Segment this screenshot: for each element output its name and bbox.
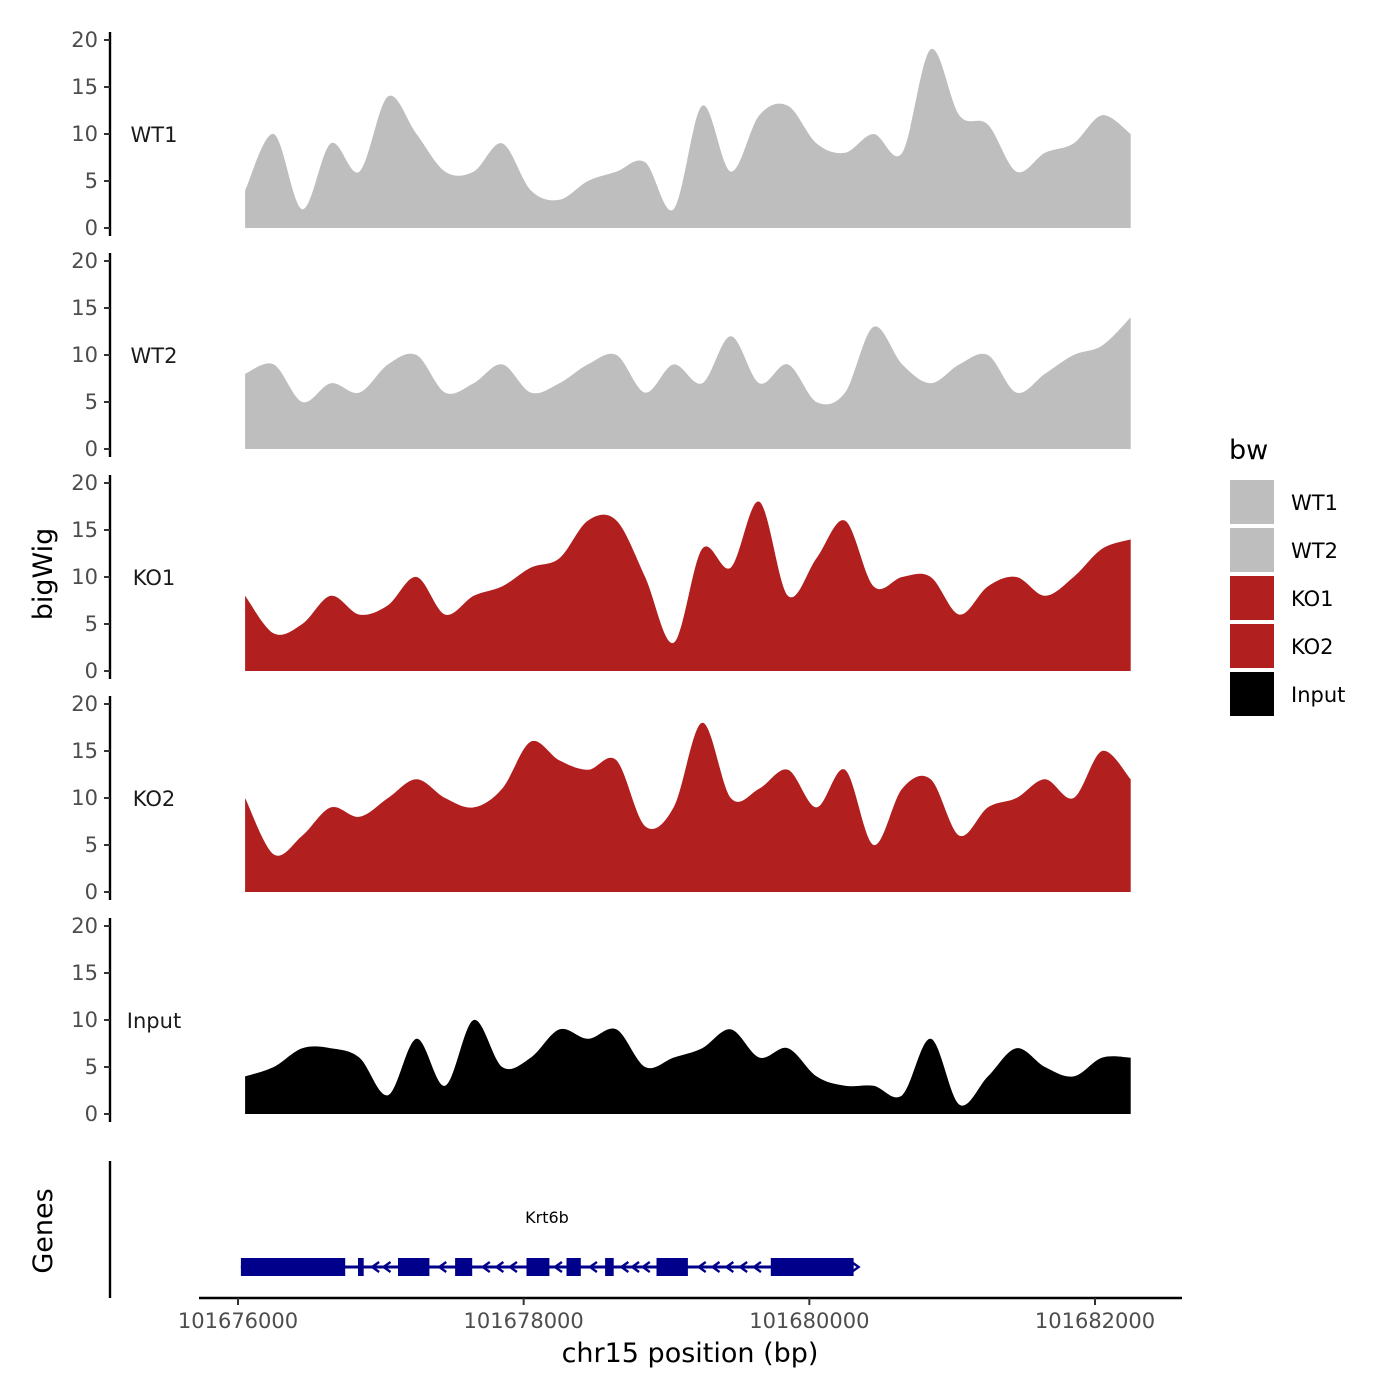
y-tick-label: 10 bbox=[71, 565, 98, 589]
legend-key-ko2 bbox=[1230, 624, 1274, 668]
gene-exon bbox=[240, 1258, 346, 1276]
legend-key-wt1 bbox=[1230, 480, 1274, 524]
y-tick-label: 0 bbox=[85, 437, 98, 461]
y-tick-label: 0 bbox=[85, 1102, 98, 1126]
x-axis: 101676000 101678000 101680000 101682000 bbox=[178, 1296, 1182, 1333]
legend-key-wt2 bbox=[1230, 528, 1274, 572]
genes-axis-title: Genes bbox=[28, 1188, 59, 1273]
area-wt2 bbox=[245, 317, 1131, 449]
strand-arrow bbox=[494, 1261, 505, 1273]
track-panel-wt1: 0 5 10 15 20 WT1 bbox=[71, 28, 1131, 240]
gene-label: Krt6b bbox=[525, 1208, 569, 1227]
y-tick-label: 5 bbox=[85, 1055, 98, 1079]
y-tick-label: 10 bbox=[71, 122, 98, 146]
track-panel-wt2: 0 5 10 15 20 WT2 bbox=[71, 249, 1131, 461]
track-panel-ko2: 0 5 10 15 20 KO2 bbox=[71, 692, 1131, 904]
gene-exon bbox=[358, 1258, 364, 1276]
strand-arrow bbox=[724, 1261, 735, 1273]
y-tick-label: 5 bbox=[85, 612, 98, 636]
gene-exon bbox=[398, 1258, 430, 1276]
gene-exon bbox=[526, 1258, 550, 1276]
y-tick-label: 0 bbox=[85, 659, 98, 683]
gene-exon bbox=[566, 1258, 581, 1276]
strand-arrow bbox=[850, 1261, 861, 1273]
x-tick-label: 101680000 bbox=[749, 1309, 869, 1333]
panel-label-input: Input bbox=[127, 1009, 181, 1033]
legend-label-wt2: WT2 bbox=[1291, 539, 1338, 563]
strand-arrow bbox=[552, 1261, 563, 1273]
legend-label-wt1: WT1 bbox=[1291, 491, 1338, 515]
x-tick-label: 101676000 bbox=[178, 1309, 298, 1333]
strand-arrow bbox=[587, 1261, 598, 1273]
gene-exon bbox=[605, 1258, 614, 1276]
y-tick-label: 20 bbox=[71, 914, 98, 938]
y-tick-label: 15 bbox=[71, 75, 98, 99]
x-axis-title: chr15 position (bp) bbox=[562, 1338, 819, 1369]
track-panel-input: 0 5 10 15 20 Input bbox=[71, 914, 1131, 1126]
area-wt1 bbox=[245, 48, 1131, 229]
panel-label-ko1: KO1 bbox=[133, 566, 176, 590]
track-panel-ko1: 0 5 10 15 20 KO1 bbox=[71, 471, 1131, 683]
panel-label-ko2: KO2 bbox=[133, 787, 176, 811]
y-tick-label: 20 bbox=[71, 471, 98, 495]
strand-arrow bbox=[640, 1261, 651, 1273]
strand-arrow bbox=[738, 1261, 748, 1273]
strand-arrow bbox=[696, 1261, 707, 1273]
y-tick-label: 5 bbox=[85, 390, 98, 414]
y-tick-label: 5 bbox=[85, 169, 98, 193]
strand-arrow bbox=[437, 1261, 447, 1273]
y-tick-label: 20 bbox=[71, 249, 98, 273]
y-tick-label: 20 bbox=[71, 28, 98, 52]
strand-arrow bbox=[751, 1261, 762, 1273]
strand-arrow bbox=[370, 1261, 380, 1273]
y-tick-label: 10 bbox=[71, 786, 98, 810]
y-tick-label: 0 bbox=[85, 216, 98, 240]
legend-label-ko2: KO2 bbox=[1291, 635, 1334, 659]
y-tick-label: 15 bbox=[71, 739, 98, 763]
area-ko2 bbox=[245, 722, 1131, 892]
panel-label-wt1: WT1 bbox=[131, 123, 178, 147]
y-tick-label: 15 bbox=[71, 296, 98, 320]
legend-label-ko1: KO1 bbox=[1291, 587, 1334, 611]
gene-exon bbox=[455, 1258, 473, 1276]
legend-key-ko1 bbox=[1230, 576, 1274, 620]
y-tick-label: 10 bbox=[71, 1008, 98, 1032]
strand-arrow bbox=[630, 1261, 640, 1273]
strand-arrow bbox=[381, 1261, 392, 1273]
y-tick-label: 15 bbox=[71, 961, 98, 985]
x-tick-label: 101682000 bbox=[1035, 1309, 1155, 1333]
x-tick-label: 101678000 bbox=[464, 1309, 584, 1333]
y-tick-label: 10 bbox=[71, 343, 98, 367]
area-input bbox=[245, 1019, 1131, 1114]
y-tick-label: 5 bbox=[85, 833, 98, 857]
area-ko1 bbox=[245, 501, 1131, 671]
gene-exon bbox=[656, 1258, 688, 1276]
y-tick-label: 0 bbox=[85, 880, 98, 904]
y-axis-title: bigWig bbox=[28, 528, 59, 621]
strand-arrow bbox=[480, 1261, 491, 1273]
strand-arrow bbox=[710, 1261, 721, 1273]
legend-title: bw bbox=[1229, 435, 1268, 466]
y-tick-label: 15 bbox=[71, 518, 98, 542]
legend-key-input bbox=[1230, 672, 1274, 716]
strand-arrow bbox=[507, 1261, 518, 1273]
strand-arrow bbox=[619, 1261, 630, 1273]
legend: bw WT1 WT2 KO1 KO2 Input bbox=[1229, 435, 1345, 716]
track-panels: 0 5 10 15 20 WT1 0 5 10 15 20 WT2 0 5 10 15 20 KO1 0 5 10 15 2… bbox=[71, 28, 1131, 1126]
gene-panel: Krt6b bbox=[108, 1161, 861, 1298]
legend-label-input: Input bbox=[1291, 683, 1345, 707]
panel-label-wt2: WT2 bbox=[131, 344, 178, 368]
gene-exon bbox=[770, 1258, 854, 1276]
y-tick-label: 20 bbox=[71, 692, 98, 716]
